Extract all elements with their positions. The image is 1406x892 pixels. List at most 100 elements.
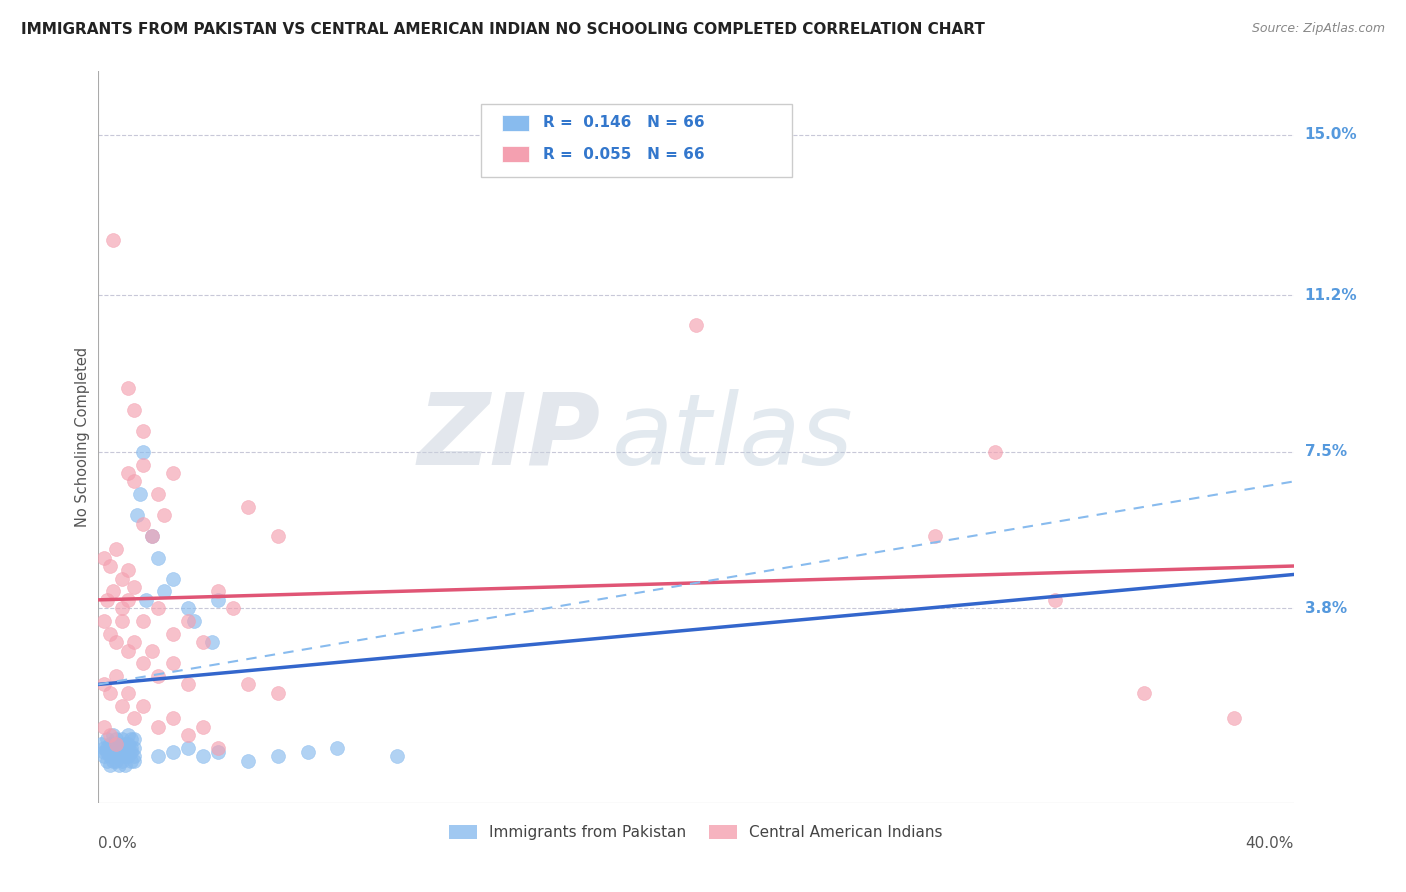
Point bbox=[98, 745, 122, 759]
Point bbox=[96, 740, 118, 755]
Point bbox=[236, 677, 259, 691]
Point bbox=[108, 757, 131, 772]
Point bbox=[162, 466, 184, 480]
Point bbox=[685, 318, 707, 332]
Text: 11.2%: 11.2% bbox=[1305, 288, 1357, 303]
Text: 7.5%: 7.5% bbox=[1305, 444, 1347, 459]
Text: R =  0.146   N = 66: R = 0.146 N = 66 bbox=[543, 115, 704, 130]
Point bbox=[153, 584, 176, 599]
Point bbox=[105, 542, 128, 557]
Point bbox=[93, 614, 115, 628]
Point bbox=[148, 487, 170, 501]
Point bbox=[117, 643, 139, 657]
Point bbox=[129, 487, 152, 501]
Point bbox=[924, 529, 946, 543]
Point bbox=[132, 445, 155, 459]
Point bbox=[124, 732, 146, 747]
Legend: Immigrants from Pakistan, Central American Indians: Immigrants from Pakistan, Central Americ… bbox=[443, 819, 949, 847]
Point bbox=[117, 381, 139, 395]
Point bbox=[222, 601, 245, 615]
Point bbox=[105, 635, 128, 649]
Point bbox=[93, 677, 115, 691]
Point bbox=[96, 592, 118, 607]
FancyBboxPatch shape bbox=[502, 114, 529, 130]
Point bbox=[267, 686, 290, 700]
Point bbox=[111, 698, 134, 713]
Point bbox=[103, 754, 125, 768]
Point bbox=[105, 740, 128, 755]
Point bbox=[148, 550, 170, 565]
Point bbox=[103, 234, 125, 248]
Point bbox=[236, 500, 259, 514]
Point bbox=[96, 745, 118, 759]
Point bbox=[135, 592, 157, 607]
Point bbox=[117, 563, 139, 577]
Point bbox=[111, 754, 134, 768]
Point bbox=[1223, 711, 1246, 725]
Point bbox=[127, 508, 149, 523]
Point bbox=[162, 572, 184, 586]
Point bbox=[141, 529, 163, 543]
Point bbox=[117, 737, 139, 751]
Point bbox=[141, 643, 163, 657]
Point bbox=[117, 466, 139, 480]
Point bbox=[120, 740, 142, 755]
Point bbox=[236, 754, 259, 768]
Point bbox=[124, 635, 146, 649]
Point bbox=[105, 669, 128, 683]
Point bbox=[105, 737, 128, 751]
Point bbox=[326, 740, 349, 755]
Point bbox=[267, 529, 290, 543]
Point bbox=[117, 686, 139, 700]
Point bbox=[207, 584, 229, 599]
Point bbox=[98, 728, 122, 742]
Point bbox=[1133, 686, 1156, 700]
Point bbox=[183, 614, 205, 628]
Point bbox=[111, 572, 134, 586]
Point bbox=[96, 732, 118, 747]
Point bbox=[103, 740, 125, 755]
Point bbox=[201, 635, 224, 649]
Point bbox=[117, 728, 139, 742]
Point bbox=[103, 745, 125, 759]
Point bbox=[124, 749, 146, 764]
Point bbox=[132, 424, 155, 438]
Point bbox=[114, 737, 136, 751]
Point bbox=[103, 584, 125, 599]
FancyBboxPatch shape bbox=[502, 146, 529, 162]
Point bbox=[111, 745, 134, 759]
FancyBboxPatch shape bbox=[481, 104, 792, 178]
Point bbox=[207, 740, 229, 755]
Point bbox=[108, 745, 131, 759]
Point bbox=[117, 592, 139, 607]
Text: 0.0%: 0.0% bbox=[98, 836, 138, 851]
Point bbox=[124, 475, 146, 489]
Point bbox=[132, 657, 155, 671]
Point bbox=[93, 740, 115, 755]
Point bbox=[120, 732, 142, 747]
Point bbox=[108, 749, 131, 764]
Point bbox=[297, 745, 319, 759]
Point bbox=[132, 516, 155, 531]
Point bbox=[114, 745, 136, 759]
Point bbox=[105, 749, 128, 764]
Point bbox=[207, 745, 229, 759]
Point bbox=[177, 601, 200, 615]
Point bbox=[124, 580, 146, 594]
Point bbox=[111, 614, 134, 628]
Point bbox=[111, 740, 134, 755]
Text: atlas: atlas bbox=[613, 389, 853, 485]
Text: ZIP: ZIP bbox=[418, 389, 600, 485]
Point bbox=[162, 711, 184, 725]
Point bbox=[117, 749, 139, 764]
Point bbox=[93, 550, 115, 565]
Text: 40.0%: 40.0% bbox=[1246, 836, 1294, 851]
Point bbox=[93, 720, 115, 734]
Point bbox=[98, 757, 122, 772]
Point bbox=[120, 754, 142, 768]
Point bbox=[153, 508, 176, 523]
Point bbox=[90, 737, 112, 751]
Point bbox=[105, 754, 128, 768]
Point bbox=[98, 749, 122, 764]
Point bbox=[984, 445, 1007, 459]
